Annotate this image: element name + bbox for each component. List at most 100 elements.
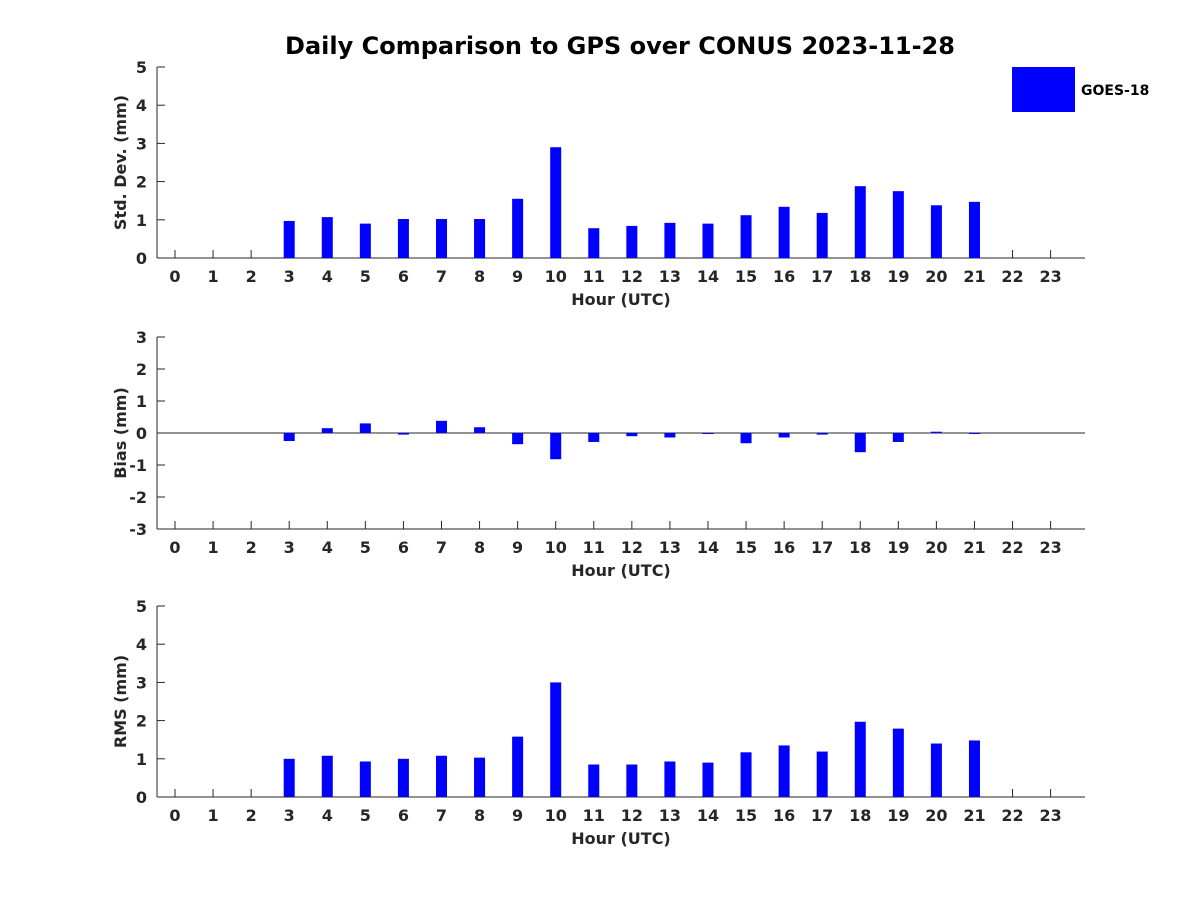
x-tick-label: 14	[697, 267, 719, 286]
bar-hour-9	[512, 198, 524, 258]
bar-hour-14	[702, 433, 714, 434]
x-tick-label: 1	[207, 538, 218, 557]
x-tick-label: 15	[735, 806, 757, 825]
x-tick-label: 14	[697, 806, 719, 825]
x-tick-label: 12	[621, 806, 643, 825]
x-tick-label: 18	[849, 806, 871, 825]
y-axis-label: Std. Dev. (mm)	[111, 95, 130, 230]
x-tick-label: 6	[398, 538, 409, 557]
bar-hour-10	[550, 682, 562, 797]
y-tick-label: 5	[136, 58, 147, 77]
y-tick-label: -2	[129, 488, 147, 507]
bar-hour-4	[321, 428, 333, 433]
bar-hour-11	[588, 433, 600, 442]
x-tick-label: 19	[887, 267, 909, 286]
bar-hour-15	[740, 215, 752, 258]
x-tick-label: 21	[963, 806, 985, 825]
bar-hour-10	[550, 433, 562, 460]
x-tick-label: 16	[773, 806, 795, 825]
x-axis-label: Hour (UTC)	[571, 829, 671, 848]
x-tick-label: 23	[1039, 538, 1061, 557]
x-tick-label: 18	[849, 267, 871, 286]
bar-hour-12	[626, 433, 638, 437]
x-tick-label: 16	[773, 267, 795, 286]
bar-hour-21	[968, 740, 980, 797]
x-tick-label: 4	[322, 267, 333, 286]
bar-hour-15	[740, 433, 752, 444]
bar-hour-8	[474, 757, 486, 797]
x-tick-label: 11	[583, 267, 605, 286]
x-tick-label: 1	[207, 806, 218, 825]
bar-hour-12	[626, 764, 638, 797]
y-tick-label: 4	[136, 635, 147, 654]
bar-hour-20	[930, 431, 942, 433]
y-tick-label: 1	[136, 750, 147, 769]
legend-label: GOES-18	[1081, 83, 1149, 99]
x-tick-label: 7	[436, 538, 447, 557]
bar-hour-16	[778, 745, 790, 797]
x-tick-label: 3	[284, 538, 295, 557]
x-tick-label: 5	[360, 267, 371, 286]
x-tick-label: 22	[1001, 538, 1023, 557]
x-tick-label: 19	[887, 538, 909, 557]
bar-hour-8	[474, 427, 486, 433]
x-tick-label: 16	[773, 538, 795, 557]
y-tick-label: 3	[136, 134, 147, 153]
bar-hour-13	[664, 222, 676, 258]
bar-hour-7	[435, 219, 447, 258]
x-tick-label: 7	[436, 267, 447, 286]
bar-hour-20	[930, 743, 942, 797]
bar-hour-6	[397, 758, 409, 797]
x-tick-label: 17	[811, 267, 833, 286]
bar-hour-16	[778, 433, 790, 438]
bar-hour-17	[816, 212, 828, 258]
x-tick-label: 15	[735, 267, 757, 286]
x-tick-label: 10	[545, 806, 567, 825]
x-tick-label: 20	[925, 538, 947, 557]
y-tick-label: 1	[136, 392, 147, 411]
y-tick-label: 0	[136, 249, 147, 268]
y-axis-label: Bias (mm)	[111, 387, 130, 479]
x-tick-label: 0	[169, 538, 180, 557]
x-tick-label: 22	[1001, 806, 1023, 825]
x-tick-label: 9	[512, 267, 523, 286]
x-tick-label: 8	[474, 806, 485, 825]
bar-hour-20	[930, 205, 942, 258]
x-tick-label: 19	[887, 806, 909, 825]
x-tick-label: 8	[474, 267, 485, 286]
x-tick-label: 18	[849, 538, 871, 557]
bar-hour-21	[968, 433, 980, 434]
y-tick-label: 1	[136, 211, 147, 230]
x-tick-label: 4	[322, 806, 333, 825]
y-tick-label: 3	[136, 328, 147, 347]
y-tick-label: -1	[129, 456, 147, 475]
x-tick-label: 20	[925, 267, 947, 286]
y-tick-label: 0	[136, 424, 147, 443]
x-tick-label: 5	[360, 538, 371, 557]
x-tick-label: 11	[583, 806, 605, 825]
x-tick-label: 13	[659, 538, 681, 557]
legend: GOES-18	[1012, 67, 1149, 112]
x-tick-label: 13	[659, 806, 681, 825]
bar-hour-19	[892, 191, 904, 258]
y-tick-label: 5	[136, 597, 147, 616]
bar-hour-5	[359, 761, 371, 797]
bar-hour-11	[588, 228, 600, 258]
bar-hour-19	[892, 433, 904, 442]
y-tick-label: 3	[136, 673, 147, 692]
y-tick-label: 4	[136, 96, 147, 115]
y-tick-label: 2	[136, 360, 147, 379]
bar-hour-5	[359, 223, 371, 258]
x-tick-label: 0	[169, 267, 180, 286]
x-tick-label: 10	[545, 267, 567, 286]
x-tick-label: 14	[697, 538, 719, 557]
bar-hour-6	[397, 433, 409, 435]
bar-hour-19	[892, 728, 904, 797]
x-tick-label: 23	[1039, 267, 1061, 286]
x-tick-label: 9	[512, 538, 523, 557]
x-tick-label: 1	[207, 267, 218, 286]
